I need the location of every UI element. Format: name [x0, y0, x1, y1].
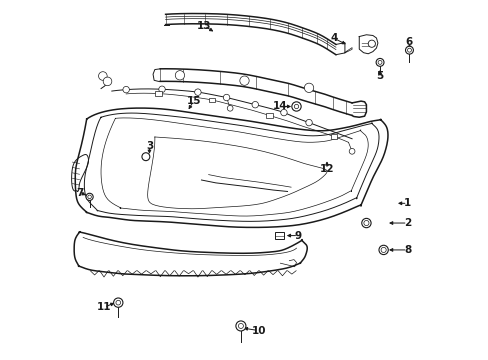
Circle shape [235, 321, 245, 331]
Circle shape [405, 46, 412, 54]
Text: 3: 3 [145, 141, 153, 151]
Circle shape [375, 58, 383, 66]
Circle shape [142, 153, 149, 161]
Text: 15: 15 [186, 96, 201, 106]
Text: 6: 6 [405, 37, 412, 47]
Circle shape [294, 104, 298, 109]
Circle shape [280, 109, 286, 116]
Circle shape [348, 148, 354, 154]
Circle shape [363, 220, 368, 226]
Text: 13: 13 [197, 21, 211, 31]
Circle shape [103, 77, 112, 86]
Circle shape [380, 247, 386, 252]
Circle shape [116, 300, 121, 305]
Text: 7: 7 [76, 188, 83, 198]
Circle shape [88, 195, 91, 199]
Circle shape [251, 102, 258, 108]
Text: 1: 1 [403, 198, 410, 208]
Circle shape [159, 86, 165, 93]
Circle shape [378, 245, 387, 255]
Circle shape [113, 298, 122, 307]
Circle shape [304, 83, 313, 93]
Bar [330, 134, 337, 139]
Bar [208, 98, 215, 102]
Circle shape [361, 219, 370, 228]
Circle shape [377, 60, 381, 64]
Circle shape [223, 94, 229, 101]
Circle shape [367, 40, 375, 47]
Circle shape [122, 86, 129, 93]
Bar [155, 91, 162, 96]
Circle shape [99, 72, 107, 80]
Text: 8: 8 [403, 245, 410, 255]
Circle shape [175, 71, 184, 80]
Text: 10: 10 [251, 325, 265, 336]
Text: 5: 5 [376, 71, 383, 81]
Circle shape [239, 76, 249, 85]
Text: 11: 11 [97, 302, 111, 312]
Circle shape [238, 323, 243, 328]
Circle shape [194, 89, 201, 95]
Text: 2: 2 [403, 218, 410, 228]
Circle shape [227, 105, 233, 111]
Bar [275, 232, 284, 239]
Text: 14: 14 [272, 102, 286, 112]
Text: 4: 4 [330, 33, 337, 43]
Text: 12: 12 [319, 164, 333, 174]
Circle shape [86, 193, 93, 201]
Circle shape [291, 102, 301, 111]
Circle shape [407, 48, 410, 52]
Text: 9: 9 [294, 231, 301, 240]
Bar [266, 113, 272, 118]
Circle shape [305, 120, 312, 126]
